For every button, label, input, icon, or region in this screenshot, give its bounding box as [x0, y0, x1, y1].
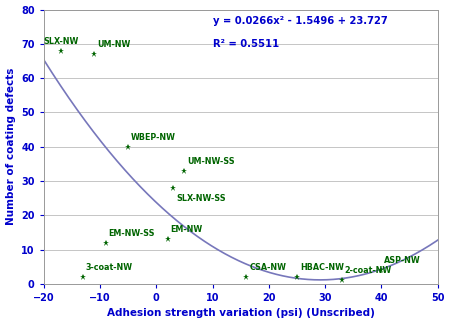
X-axis label: Adhesion strength variation (psi) (Unscribed): Adhesion strength variation (psi) (Unscr… [107, 308, 375, 318]
Y-axis label: Number of coating defects: Number of coating defects [5, 68, 16, 226]
Text: SLX-NW: SLX-NW [44, 37, 79, 46]
Text: UM-NW-SS: UM-NW-SS [187, 156, 235, 166]
Text: EM-NW: EM-NW [171, 225, 202, 234]
Text: ASP-NW: ASP-NW [384, 256, 421, 265]
Text: HBAC-NW: HBAC-NW [300, 263, 344, 272]
Text: WBEP-NW: WBEP-NW [131, 133, 176, 142]
Text: UM-NW: UM-NW [97, 40, 130, 49]
Text: EM-NW-SS: EM-NW-SS [108, 228, 155, 237]
Text: 3-coat-NW: 3-coat-NW [86, 263, 133, 272]
Text: CSA-NW: CSA-NW [249, 263, 286, 272]
Text: SLX-NW-SS: SLX-NW-SS [176, 194, 225, 203]
Text: y = 0.0266x² - 1.5496 + 23.727: y = 0.0266x² - 1.5496 + 23.727 [212, 17, 387, 27]
Text: 2-coat-NW: 2-coat-NW [345, 266, 392, 275]
Text: R² = 0.5511: R² = 0.5511 [212, 39, 279, 49]
